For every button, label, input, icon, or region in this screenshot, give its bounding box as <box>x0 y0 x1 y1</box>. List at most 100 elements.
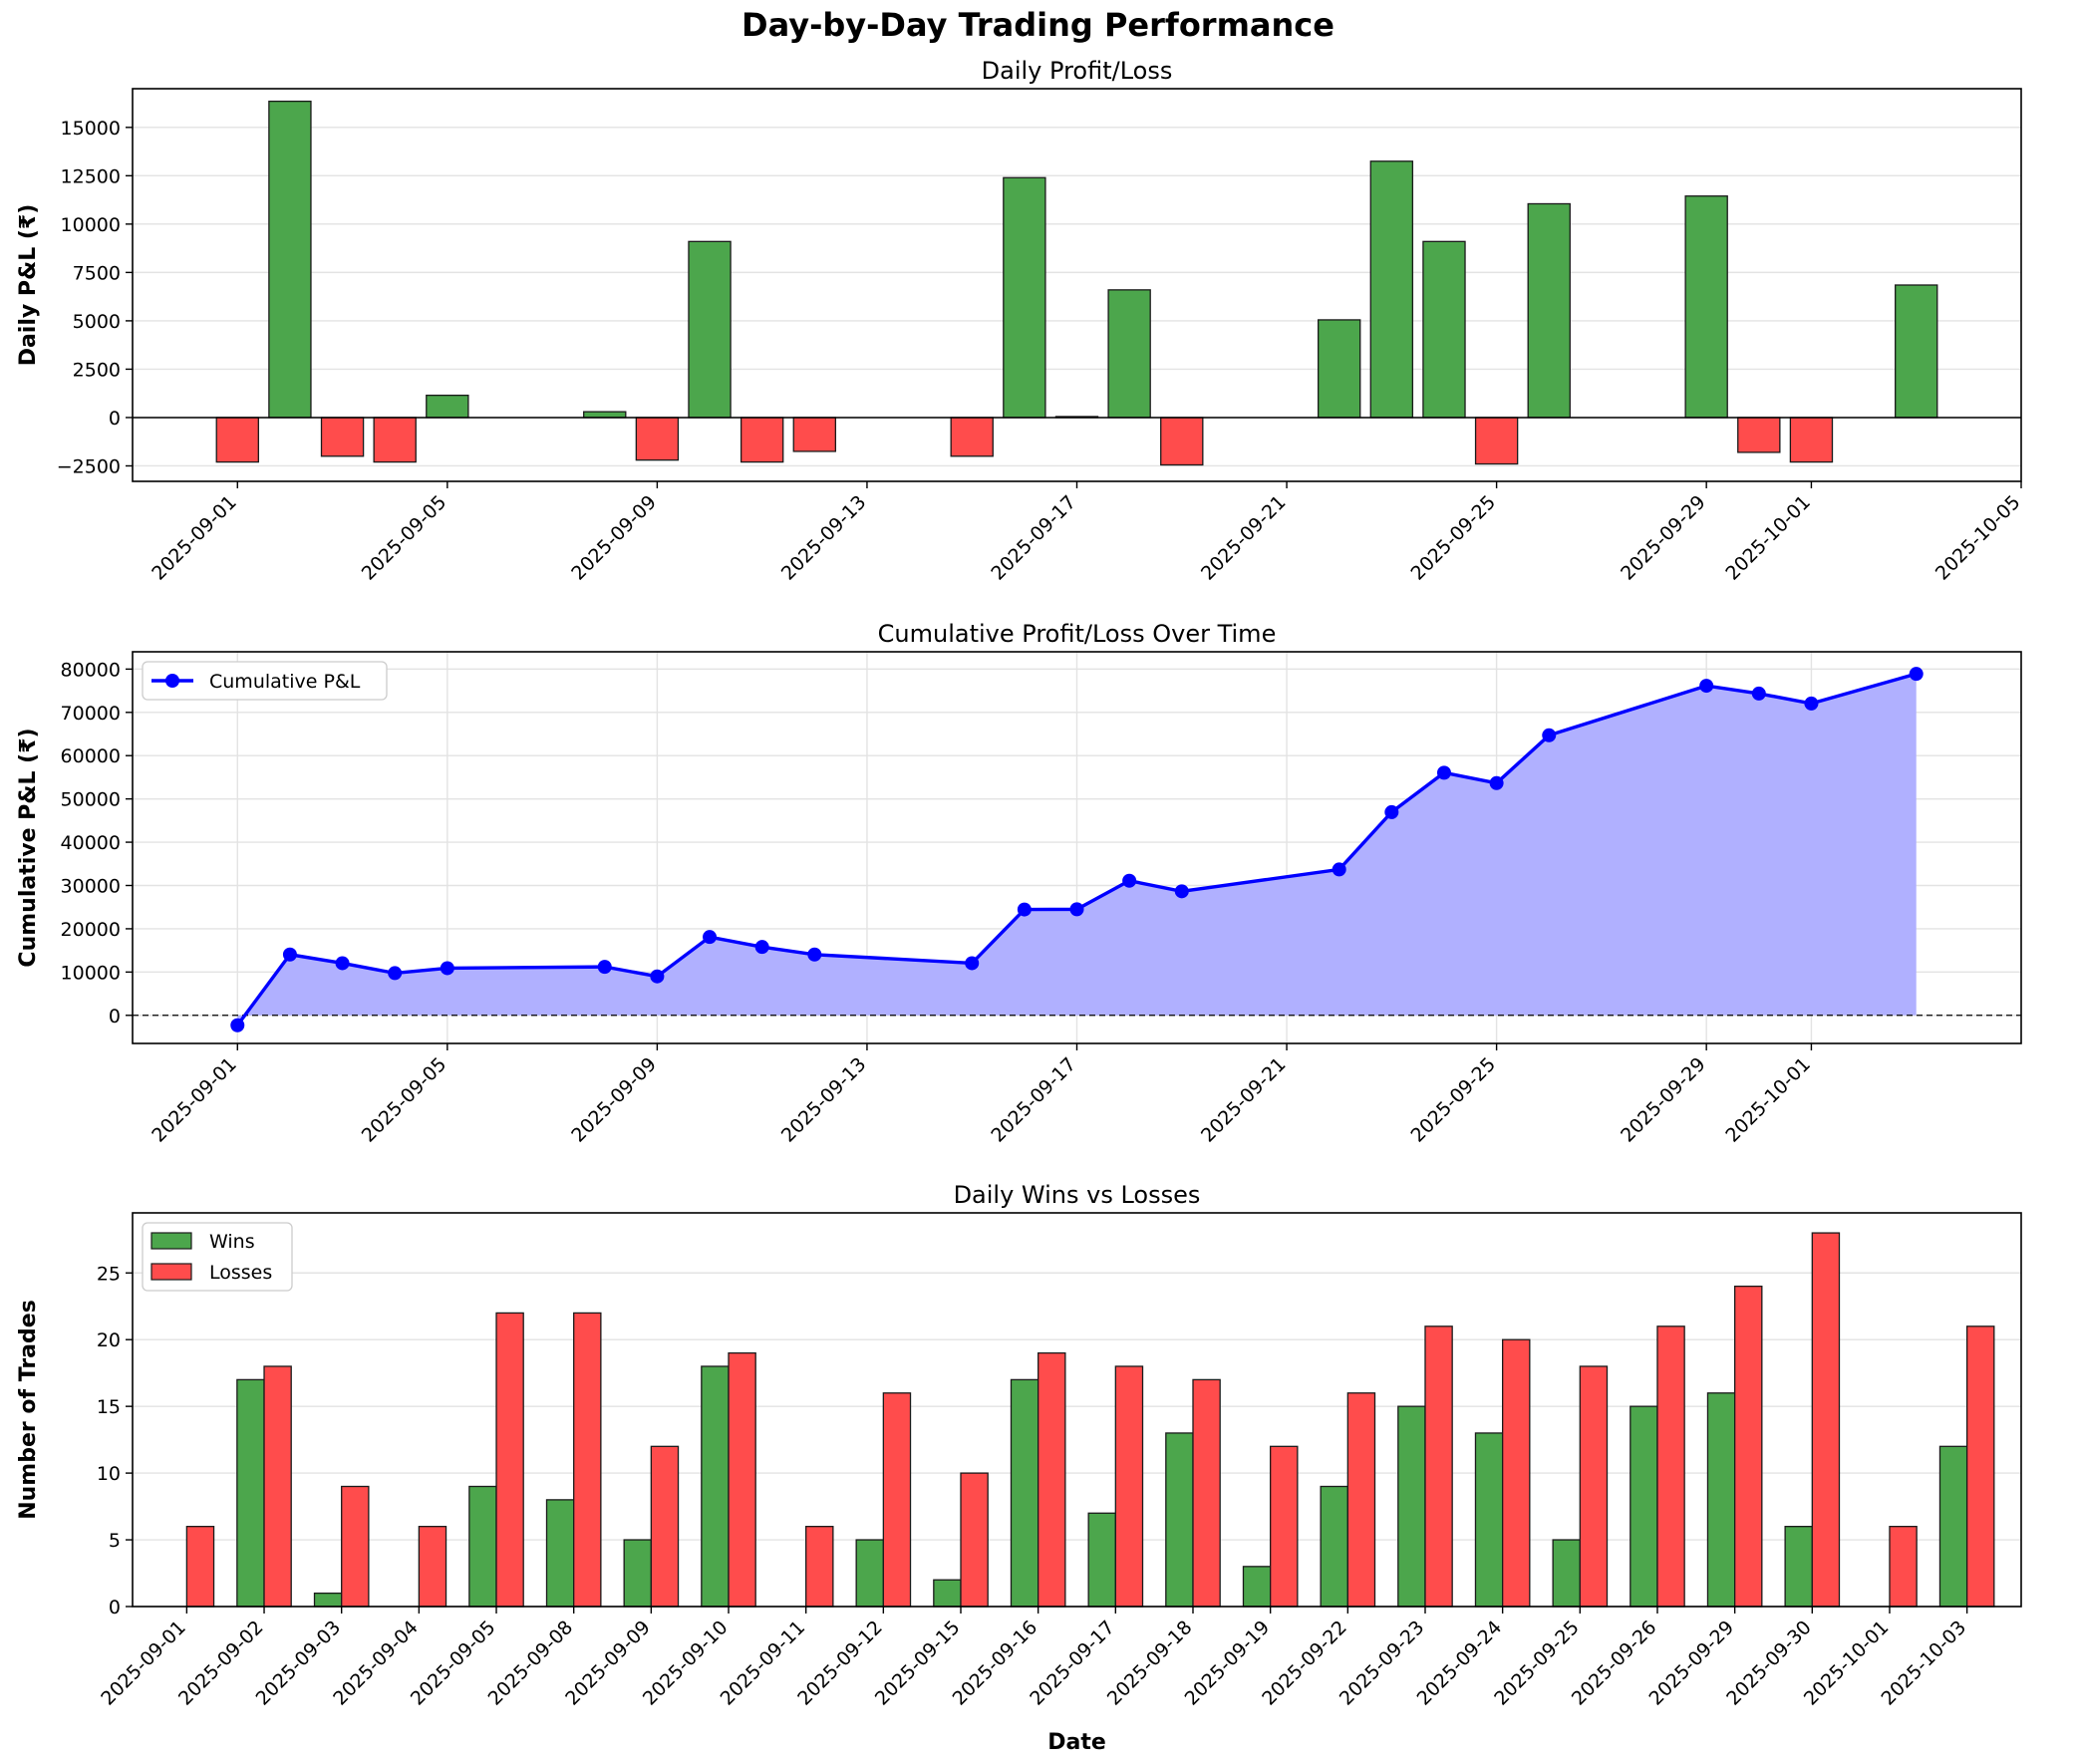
wins-bar <box>236 1378 265 1608</box>
y-tick-label: 15 <box>97 1396 121 1418</box>
y-tick-label: 20 <box>97 1329 121 1351</box>
x-tick-label: 2025-09-29 <box>1617 1053 1710 1147</box>
pnl-bar <box>1003 176 1046 419</box>
cumulative-point <box>1436 765 1451 780</box>
x-axis-label: Date <box>1047 1730 1106 1755</box>
pnl-bar <box>1474 417 1519 465</box>
chart-title: Daily Wins vs Losses <box>954 1181 1201 1209</box>
x-tick-label: 2025-09-25 <box>1407 491 1501 585</box>
legend-box <box>142 661 388 701</box>
y-axis-label: Cumulative P&L (₹) <box>16 728 41 967</box>
losses-bar <box>882 1392 912 1608</box>
x-tick-label: 2025-09-21 <box>1197 1053 1291 1147</box>
wins-bar <box>1397 1405 1426 1608</box>
x-tick-label: 2025-10-01 <box>1721 491 1815 585</box>
wins-bar <box>1242 1566 1272 1608</box>
cumulative-point <box>1542 728 1557 742</box>
cumulative-point <box>597 960 612 975</box>
figure-title: Day-by-Day Trading Performance <box>741 6 1335 44</box>
y-tick-label: 10 <box>97 1463 121 1485</box>
axes-daily: −2500 0 2500 5000 7500 10000 12500 15000 Daily P… <box>16 57 2025 585</box>
pnl-bar <box>688 240 732 419</box>
pnl-bar <box>792 417 837 452</box>
losses-bar <box>1346 1392 1376 1608</box>
losses-bar <box>418 1526 447 1608</box>
losses-bar <box>1038 1351 1066 1608</box>
cumulative-point <box>230 1018 245 1032</box>
wins-bar <box>1706 1392 1736 1608</box>
cumulative-point <box>335 956 350 971</box>
wins-bar <box>1630 1405 1658 1608</box>
cumulative-point <box>1017 902 1032 917</box>
losses-bar <box>1424 1325 1453 1608</box>
cumulative-point <box>1699 679 1714 694</box>
plot-border <box>132 1212 2022 1608</box>
cumulative-point <box>1751 686 1766 701</box>
wins-bar <box>1320 1485 1348 1608</box>
y-tick-label: 5000 <box>73 311 121 333</box>
legend: Cumulative P&L <box>142 661 388 701</box>
chart-title: Daily Profit/Loss <box>982 57 1173 85</box>
wins-bar <box>1474 1432 1504 1608</box>
pnl-bar <box>1422 240 1466 419</box>
cumulative-point <box>1804 696 1819 711</box>
x-tick-label: 2025-09-29 <box>1617 491 1710 585</box>
wins-bar <box>545 1499 575 1608</box>
losses-bar <box>1733 1285 1763 1608</box>
cumulative-point <box>1122 873 1137 888</box>
wins-bar <box>855 1539 884 1608</box>
pnl-bar <box>215 417 259 463</box>
y-tick-label: 30000 <box>61 875 121 897</box>
cumulative-point <box>1069 902 1084 917</box>
pnl-bar <box>1160 417 1204 466</box>
axes-cumulative: 0 10000 20000 30000 40000 50000 60000 70000 8000… <box>16 620 2022 1147</box>
losses-bar <box>495 1312 524 1608</box>
cumulative-point <box>650 969 665 984</box>
cumulative-point <box>282 947 297 962</box>
wins-bar <box>623 1539 652 1608</box>
axes-wins_losses: 0 5 10 15 20 25 Daily Wins vs Losses Number of … <box>16 1181 2022 1755</box>
legend-losses-swatch <box>150 1263 192 1281</box>
cumulative-line <box>235 672 1918 1027</box>
chart-title: Cumulative Profit/Loss Over Time <box>878 620 1277 648</box>
x-tick-label: 2025-09-05 <box>358 491 451 585</box>
cumulative-point <box>1489 775 1504 790</box>
cumulative-point <box>1909 667 1924 682</box>
y-tick-label: 10000 <box>61 962 121 984</box>
legend: Wins Losses <box>142 1222 293 1292</box>
legend-marker-swatch <box>165 674 179 688</box>
y-tick-label: 2500 <box>73 359 121 381</box>
y-axis-label: Daily P&L (₹) <box>16 204 41 367</box>
y-tick-label: 60000 <box>61 745 121 767</box>
losses-bar <box>1502 1338 1531 1608</box>
cumulative-area <box>237 674 1917 1026</box>
pnl-bar <box>1737 417 1781 453</box>
pnl-bar <box>1895 284 1938 419</box>
pnl-bar <box>320 417 365 457</box>
y-axis-label: Number of Trades <box>16 1300 41 1520</box>
pnl-bar <box>426 394 469 419</box>
x-tick-label: 2025-10-01 <box>1721 1053 1815 1147</box>
cumulative-point <box>703 930 718 945</box>
y-tick-label: 70000 <box>61 703 121 725</box>
wins-bar <box>468 1485 497 1608</box>
y-tick-label: 10000 <box>61 214 121 236</box>
cumulative-point <box>1332 862 1346 877</box>
pnl-bar <box>1684 195 1728 419</box>
y-tick-label: 15000 <box>61 118 121 140</box>
wins-bar <box>1087 1512 1116 1608</box>
losses-bar <box>573 1312 602 1608</box>
pnl-bar <box>268 100 312 419</box>
pnl-bar <box>1107 289 1151 419</box>
y-tick-label: 80000 <box>61 659 121 681</box>
wins-bar <box>1938 1445 1968 1608</box>
pnl-bar <box>950 417 994 457</box>
pnl-bar <box>1317 319 1361 419</box>
losses-bar <box>1270 1445 1299 1608</box>
losses-bar <box>1965 1325 1995 1608</box>
legend-wins-swatch <box>150 1232 192 1250</box>
cumulative-point <box>1174 884 1189 899</box>
wins-bar <box>313 1592 343 1608</box>
x-tick-label: 2025-09-13 <box>777 491 871 585</box>
